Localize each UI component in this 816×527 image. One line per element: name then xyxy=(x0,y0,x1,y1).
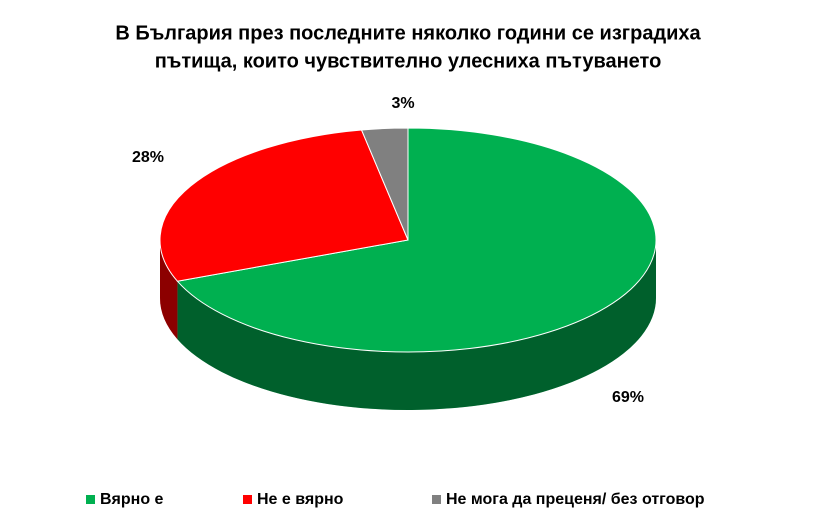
legend-marker xyxy=(432,495,441,504)
data-label: 28% xyxy=(132,149,164,166)
slice-side xyxy=(177,240,656,410)
data-label: 69% xyxy=(612,389,644,406)
legend-marker xyxy=(86,495,95,504)
chart-title: пътища, които чувствително улесниха пъту… xyxy=(155,50,662,72)
slice xyxy=(176,127,657,353)
slice-side xyxy=(160,240,178,340)
slice-side-shade xyxy=(160,240,178,340)
legend-marker xyxy=(243,495,252,504)
chart-title: В България през последните няколко годин… xyxy=(115,22,701,44)
legend-label: Не мога да преценя/ без отговор xyxy=(446,491,705,508)
slice-side-shade xyxy=(177,240,656,410)
slice xyxy=(159,129,409,282)
data-label: 3% xyxy=(391,95,414,112)
legend-label: Вярно е xyxy=(100,491,164,508)
legend-label: Не е вярно xyxy=(257,491,344,508)
slice xyxy=(360,127,409,241)
